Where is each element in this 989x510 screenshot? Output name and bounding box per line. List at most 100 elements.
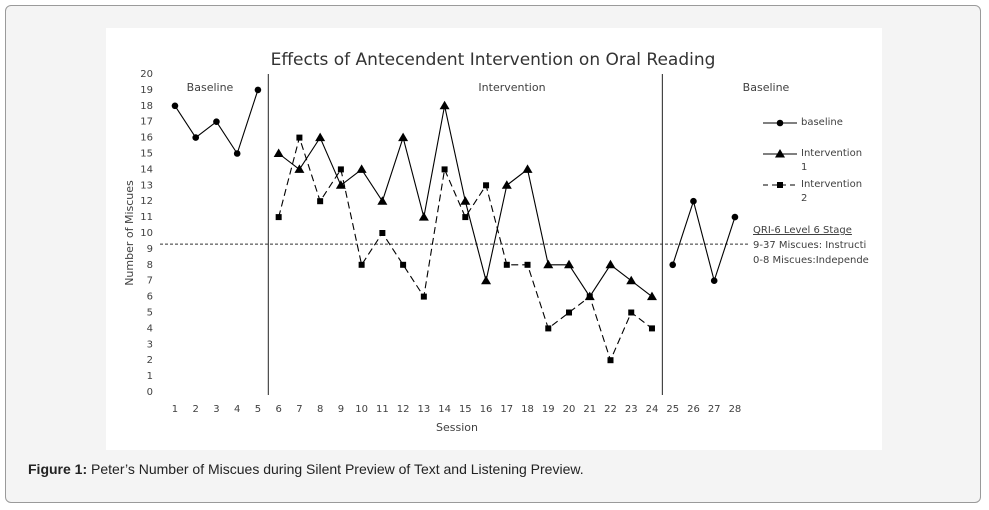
x-tick-label: 19: [542, 404, 555, 415]
marker: [377, 196, 388, 205]
marker: [171, 102, 179, 110]
y-tick-label: 12: [140, 196, 153, 207]
y-tick-label: 13: [140, 180, 153, 191]
marker: [626, 275, 637, 285]
phase-label: Baseline: [187, 81, 234, 94]
x-tick-label: 9: [338, 404, 344, 415]
marker: [483, 182, 490, 189]
marker: [379, 230, 386, 236]
marker: [192, 134, 200, 141]
legend-label: Intervention 2: [801, 179, 863, 204]
marker: [777, 182, 783, 188]
marker: [294, 164, 305, 173]
x-tick-label: 28: [729, 404, 742, 415]
x-tick-label: 10: [355, 404, 368, 415]
marker: [439, 100, 450, 110]
marker: [501, 180, 512, 189]
x-tick-label: 15: [459, 404, 472, 415]
y-tick-label: 11: [140, 212, 153, 223]
legend-item: baseline: [801, 117, 843, 128]
marker: [566, 309, 573, 316]
y-tick-label: 6: [147, 292, 153, 303]
marker: [545, 325, 552, 332]
marker: [296, 134, 303, 141]
x-tick-label: 18: [521, 404, 534, 415]
marker: [543, 259, 554, 269]
x-tick-label: 7: [296, 404, 302, 415]
marker: [648, 325, 655, 332]
marker: [460, 196, 471, 205]
chart-area: [106, 28, 882, 450]
y-tick-label: 7: [147, 276, 153, 287]
caption-text: Peter’s Number of Miscues during Silent …: [91, 461, 584, 477]
x-tick-label: 12: [397, 404, 410, 415]
y-axis-label: Number of Miscues: [123, 180, 136, 286]
y-tick-label: 19: [140, 85, 153, 96]
legend-item: Intervention 2: [801, 179, 863, 204]
legend-label: Intervention 1: [801, 148, 863, 173]
marker: [337, 166, 344, 173]
y-tick-label: 2: [147, 355, 153, 366]
y-tick-label: 5: [147, 308, 153, 319]
y-tick-label: 14: [140, 164, 153, 175]
x-tick-label: 4: [234, 404, 240, 415]
phase-label: Baseline: [743, 81, 790, 94]
criterion-note: 9-37 Miscues: Instructi: [753, 240, 866, 251]
x-tick-label: 25: [666, 404, 679, 415]
marker: [335, 180, 346, 189]
x-tick-label: 5: [255, 404, 261, 415]
x-tick-label: 8: [317, 404, 323, 415]
marker: [358, 261, 365, 268]
x-tick-label: 20: [563, 404, 576, 415]
y-tick-label: 17: [140, 117, 153, 128]
marker: [607, 357, 614, 364]
marker: [315, 132, 326, 142]
marker: [462, 214, 469, 221]
criterion-note: QRI-6 Level 6 Stage: [753, 225, 852, 236]
marker: [710, 277, 718, 285]
x-tick-label: 13: [417, 404, 430, 415]
legend-item: Intervention 1: [801, 148, 863, 173]
caption-label: Figure 1:: [28, 461, 88, 477]
marker: [233, 150, 241, 157]
x-tick-label: 14: [438, 404, 451, 415]
marker: [481, 275, 492, 285]
marker: [503, 261, 510, 268]
y-tick-label: 9: [147, 244, 153, 255]
marker: [398, 132, 409, 142]
chart-title: Effects of Antecendent Intervention on O…: [271, 50, 716, 70]
y-tick-label: 0: [147, 387, 153, 398]
marker: [275, 214, 282, 221]
x-tick-label: 23: [625, 404, 638, 415]
marker: [775, 149, 785, 158]
legend-label: baseline: [801, 117, 843, 128]
y-tick-label: 16: [140, 133, 153, 144]
marker: [731, 213, 739, 221]
marker: [564, 259, 575, 269]
marker: [418, 212, 429, 221]
marker: [254, 86, 262, 94]
caption: Figure 1: Peter’s Number of Miscues duri…: [28, 461, 584, 477]
x-tick-label: 3: [213, 404, 219, 415]
x-tick-label: 26: [687, 404, 700, 415]
y-tick-label: 8: [147, 260, 153, 271]
phase-label: Intervention: [478, 81, 545, 94]
x-tick-label: 16: [480, 404, 493, 415]
marker: [317, 198, 324, 205]
marker: [420, 293, 427, 300]
x-tick-label: 21: [583, 404, 596, 415]
marker: [213, 118, 220, 125]
marker: [400, 261, 407, 268]
marker: [273, 148, 284, 157]
x-tick-label: 1: [172, 404, 178, 415]
x-tick-label: 22: [604, 404, 617, 415]
x-tick-label: 17: [500, 404, 513, 415]
marker: [690, 197, 697, 205]
marker: [586, 293, 593, 300]
marker: [356, 164, 367, 173]
marker: [776, 119, 784, 127]
y-tick-label: 18: [140, 101, 153, 112]
y-tick-label: 3: [147, 339, 153, 350]
